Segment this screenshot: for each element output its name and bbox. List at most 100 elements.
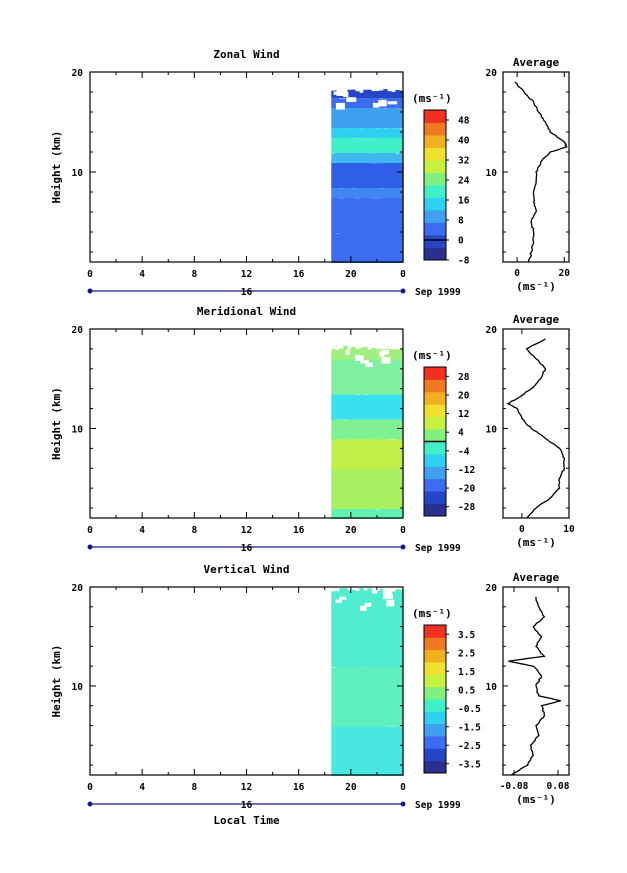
heatmap-cell	[379, 135, 384, 153]
colorbar-swatch	[424, 686, 446, 700]
average-y-tick-label: 20	[486, 583, 498, 594]
heatmap-cell	[387, 357, 392, 395]
colorbar-tick-label: -28	[458, 502, 475, 513]
heatmap-cell	[347, 106, 352, 128]
heatmap-cell	[387, 198, 392, 233]
y-tick-label: 20	[72, 325, 84, 336]
colorbar-tick-label: -2.5	[458, 741, 481, 752]
heatmap-cell	[391, 162, 396, 188]
heatmap-cell	[399, 105, 404, 128]
heatmap-cell	[391, 232, 396, 263]
heatmap-cell	[375, 725, 380, 776]
colorbar-tick-label: -0.5	[458, 704, 481, 715]
x-tick-label: 12	[241, 525, 252, 536]
heatmap-cell	[367, 349, 372, 360]
colorbar	[424, 110, 446, 261]
heatmap-cell	[335, 186, 340, 198]
data-gap	[364, 602, 372, 607]
heatmap-cell	[347, 195, 352, 233]
colorbar-tick-label: 20	[458, 390, 470, 401]
day-bar-end	[400, 288, 406, 294]
data-gap	[382, 594, 393, 600]
colorbar-tick-label: 8	[458, 216, 464, 227]
heatmap-cell	[335, 507, 340, 519]
heatmap-cell	[375, 128, 380, 138]
heatmap-cell	[347, 438, 352, 470]
heatmap-cell	[351, 107, 356, 128]
heatmap-cell	[331, 394, 336, 420]
heatmap-cell	[335, 160, 340, 188]
average-x-tick-label: 10	[563, 524, 575, 535]
heatmap-cell	[347, 152, 352, 163]
heatmap-cell	[343, 439, 348, 470]
heatmap-cell	[363, 197, 368, 233]
colorbar-swatch	[424, 172, 446, 186]
heatmap-cell	[371, 666, 376, 727]
y-axis-label: Height (km)	[50, 131, 63, 204]
heatmap-cell	[379, 588, 384, 668]
data-gap	[382, 588, 393, 595]
heatmap-cell	[339, 152, 344, 163]
colorbar-swatch	[424, 736, 446, 749]
heatmap-cell	[347, 89, 352, 98]
heatmap-cell	[363, 162, 368, 188]
heatmap-cell	[395, 358, 400, 395]
x-tick-label: 16	[293, 525, 305, 536]
heatmap-cell	[343, 126, 348, 138]
heatmap-cell	[347, 232, 352, 263]
data-gap	[372, 102, 380, 108]
x-tick-label: 0	[400, 782, 406, 793]
heatmap-cell	[351, 197, 356, 233]
heatmap-cell	[399, 589, 404, 668]
heatmap-cell	[379, 725, 384, 776]
heatmap-cell	[335, 196, 340, 233]
heatmap-cell	[355, 724, 360, 776]
colorbar-frame	[423, 109, 447, 261]
heatmap-cell	[347, 506, 352, 519]
heatmap-cell	[355, 358, 360, 395]
average-frame	[502, 71, 570, 263]
heatmap-cell	[391, 726, 396, 776]
heatmap-cell	[355, 590, 360, 668]
heatmap-cell	[375, 198, 380, 233]
colorbar-tick-label: 4	[458, 428, 464, 439]
x-tick-label: 12	[241, 269, 252, 280]
heatmap-cell	[367, 187, 372, 198]
heatmap-cell	[359, 347, 364, 360]
heatmap-cell	[347, 468, 352, 510]
colorbar-swatch	[424, 711, 446, 725]
heatmap-cell	[399, 666, 404, 727]
heatmap-cell	[363, 725, 368, 776]
heatmap-cell	[375, 105, 380, 128]
heatmap-cell	[347, 187, 352, 198]
heatmap-cell	[383, 89, 388, 98]
heatmap-cell	[375, 186, 380, 198]
heatmap-cell	[331, 107, 336, 128]
heatmap-cell	[355, 161, 360, 188]
heatmap-cell	[379, 150, 384, 163]
heatmap-cell	[379, 127, 384, 138]
colorbar-tick-label: 3.5	[458, 630, 475, 641]
x-tick-label: 0	[87, 269, 93, 280]
heatmap-cell	[367, 232, 372, 263]
heatmap-cell	[363, 232, 368, 263]
heatmap-cell	[331, 667, 336, 727]
colorbar-swatch	[424, 210, 446, 223]
heatmap-cell	[379, 90, 384, 98]
heatmap-cell	[359, 418, 364, 440]
heatmap-cell	[383, 725, 388, 776]
heatmap-cell	[351, 89, 356, 98]
heatmap-cell	[367, 96, 372, 108]
heatmap-cell	[383, 196, 388, 233]
heatmap-cell	[395, 187, 400, 198]
heatmap-cell	[363, 107, 368, 128]
colorbar-tick-label: 16	[458, 196, 470, 207]
heatmap-cell	[375, 349, 380, 360]
heatmap-cell	[399, 469, 404, 510]
colorbar-swatch	[424, 491, 446, 504]
heatmap-cell	[351, 232, 356, 263]
heatmap-cell	[371, 467, 376, 510]
heatmap-cell	[399, 136, 404, 153]
heatmap-data	[331, 346, 404, 519]
